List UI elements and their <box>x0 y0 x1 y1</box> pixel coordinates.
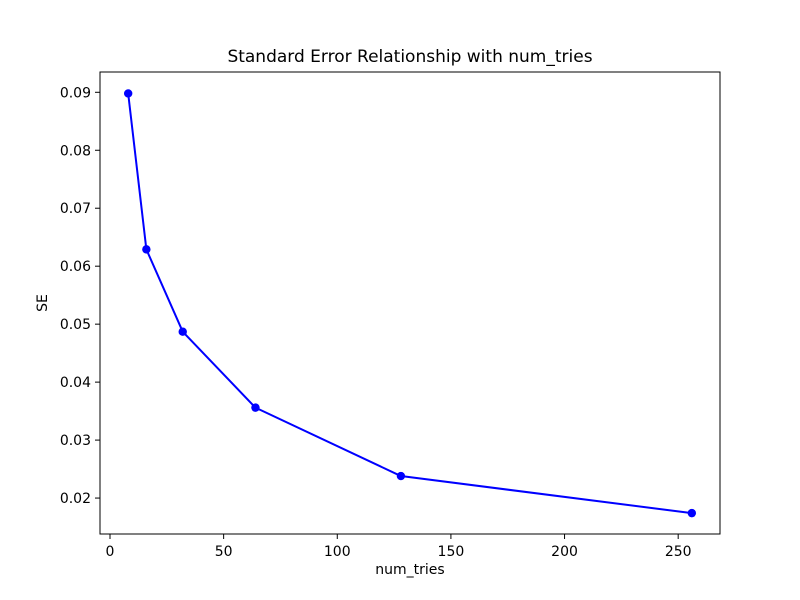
y-tick-label: 0.07 <box>60 201 91 217</box>
x-tick-label: 50 <box>215 544 233 560</box>
y-tick-label: 0.02 <box>60 491 91 507</box>
x-tick-label: 250 <box>665 544 692 560</box>
data-point <box>396 471 406 481</box>
data-point <box>687 508 697 518</box>
y-axis-label: SE <box>35 294 51 312</box>
y-tick-label: 0.08 <box>60 143 91 159</box>
x-axis-ticks: 0 50 100 150 200 250 <box>106 534 692 560</box>
x-axis-label: num_tries <box>375 562 444 578</box>
y-tick-label: 0.06 <box>60 259 91 275</box>
axes-frame <box>99 71 721 535</box>
x-tick-label: 200 <box>551 544 578 560</box>
y-tick-label: 0.09 <box>60 85 91 101</box>
chart-title: Standard Error Relationship with num_tri… <box>227 47 592 67</box>
data-series <box>123 89 697 518</box>
data-point <box>178 327 187 336</box>
x-tick-label: 150 <box>438 544 465 560</box>
data-line <box>127 92 693 515</box>
y-tick-label: 0.03 <box>60 433 91 449</box>
plot-area <box>100 72 720 534</box>
x-tick-label: 0 <box>106 544 115 560</box>
data-point <box>123 89 133 98</box>
x-tick-label: 100 <box>324 544 351 560</box>
y-tick-label: 0.05 <box>60 317 91 333</box>
y-axis-ticks: 0.02 0.03 0.04 0.05 0.06 0.07 0.08 0.09 <box>60 85 100 507</box>
data-point <box>142 245 151 254</box>
y-tick-label: 0.04 <box>60 375 91 391</box>
data-point <box>251 403 260 412</box>
